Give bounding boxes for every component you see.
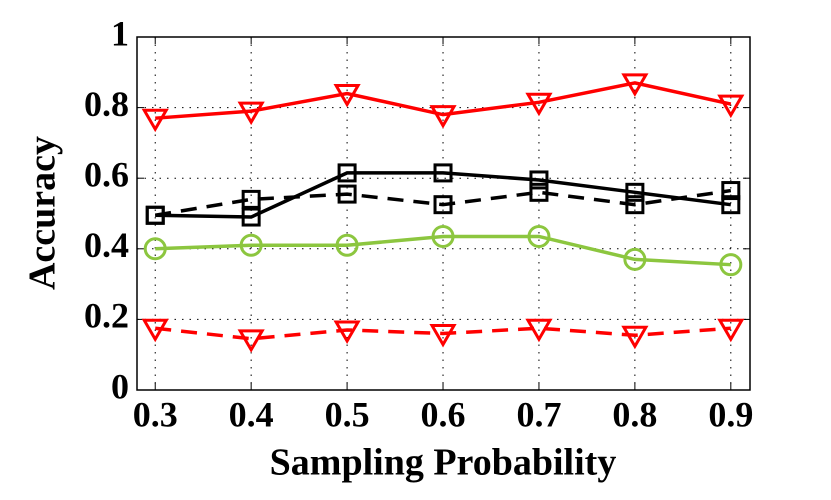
marker — [241, 189, 261, 209]
x-tick-label: 0.4 — [229, 394, 274, 434]
marker — [241, 207, 261, 227]
marker — [719, 253, 743, 277]
marker — [141, 108, 169, 133]
marker — [623, 247, 647, 271]
y-axis-label: Accuracy — [22, 136, 64, 290]
series-line — [155, 326, 731, 341]
series-line — [155, 234, 731, 267]
marker — [145, 205, 165, 225]
marker — [431, 224, 455, 248]
marker — [433, 163, 453, 183]
series-line — [155, 171, 732, 219]
x-tick-label: 0.6 — [421, 394, 466, 434]
x-tick-label: 0.9 — [708, 394, 753, 434]
marker — [237, 101, 265, 126]
y-tick-label: 0.8 — [84, 84, 129, 124]
series-line — [154, 188, 732, 217]
y-tick-label: 0.6 — [84, 154, 129, 194]
marker — [143, 237, 167, 261]
marker — [337, 184, 357, 204]
marker — [337, 163, 357, 183]
series-line — [155, 81, 732, 120]
marker — [335, 233, 359, 257]
marker — [333, 83, 361, 108]
x-tick-label: 0.7 — [516, 394, 561, 434]
marker — [237, 329, 265, 353]
marker — [525, 92, 553, 117]
y-tick-label: 0.2 — [84, 296, 129, 336]
marker — [721, 181, 741, 201]
marker — [721, 195, 741, 215]
x-tick-label: 0.3 — [133, 394, 178, 434]
marker — [239, 233, 263, 257]
marker — [333, 320, 361, 344]
marker — [527, 224, 551, 248]
marker — [429, 324, 457, 348]
y-tick-label: 0 — [111, 366, 129, 406]
marker — [433, 195, 453, 215]
x-axis-label: Sampling Probability — [270, 442, 617, 484]
marker — [529, 170, 549, 190]
marker — [625, 182, 645, 202]
plot-frame — [136, 36, 751, 391]
marker — [621, 325, 649, 350]
marker — [141, 318, 169, 343]
x-tick-label: 0.8 — [612, 394, 657, 434]
marker — [525, 318, 553, 343]
marker — [717, 318, 745, 343]
marker — [621, 73, 649, 97]
y-tick-label: 1 — [111, 13, 129, 53]
marker — [625, 195, 645, 215]
marker — [717, 94, 745, 119]
y-tick-label: 0.4 — [84, 225, 129, 265]
marker — [529, 182, 549, 202]
x-tick-label: 0.5 — [325, 394, 370, 434]
marker — [429, 105, 457, 129]
